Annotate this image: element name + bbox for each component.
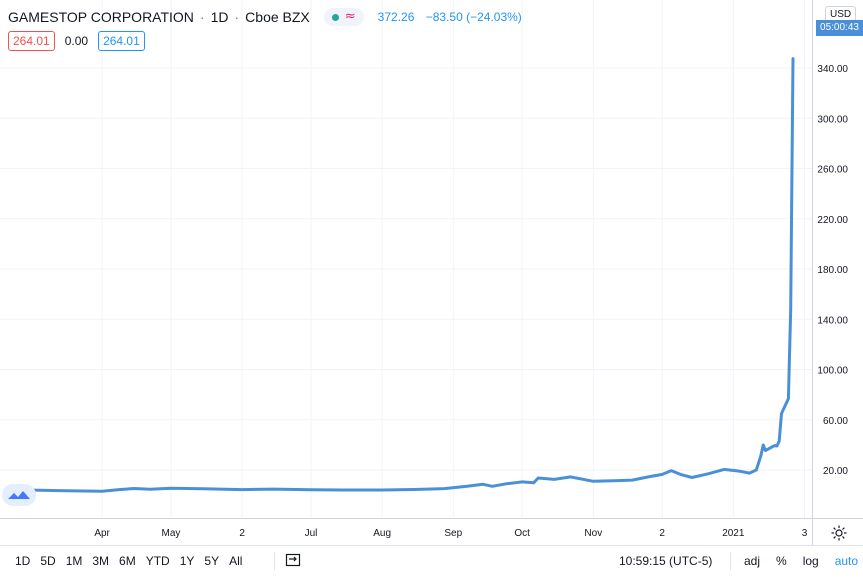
log-toggle[interactable]: log (802, 554, 819, 568)
x-tick-label: 2021 (722, 528, 745, 539)
range-5y[interactable]: 5Y (204, 554, 220, 568)
clock-timezone[interactable]: 10:59:15 (UTC-5) (619, 554, 713, 568)
date-range-selector: 1D 5D 1M 3M 6M YTD 1Y 5Y All (10, 554, 247, 568)
last-price: 372.26 (377, 10, 415, 24)
toolbar-divider (274, 552, 275, 570)
header-separator: · (199, 9, 205, 25)
y-tick-label: 100.00 (817, 366, 848, 377)
range-1d[interactable]: 1D (15, 554, 31, 568)
adj-toggle[interactable]: adj (744, 554, 761, 568)
y-tick-label: 180.00 (817, 265, 848, 276)
range-5d[interactable]: 5D (40, 554, 56, 568)
x-tick-label: Nov (584, 528, 602, 539)
x-tick-label: Apr (94, 528, 110, 539)
symbol-name[interactable]: GAMESTOP CORPORATION (8, 9, 194, 25)
interval-label[interactable]: 1D (210, 9, 229, 25)
x-tick-label: Sep (444, 528, 462, 539)
price-change: −83.50 (−24.03%) (425, 10, 522, 24)
zero-value: 0.00 (64, 34, 89, 48)
percent-toggle[interactable]: % (776, 554, 787, 568)
toolbar-divider (730, 552, 731, 570)
x-tick-label: Aug (373, 528, 391, 539)
header-separator: · (234, 9, 240, 25)
chart-legend-header: GAMESTOP CORPORATION · 1D · Cboe BZX ≈ 3… (8, 7, 522, 27)
price-series-line[interactable] (6, 57, 795, 493)
chart-gridlines (0, 0, 812, 518)
range-all[interactable]: All (229, 554, 243, 568)
indicator-values-row: 264.01 0.00 264.01 (8, 31, 145, 51)
range-6m[interactable]: 6M (119, 554, 136, 568)
y-tick-label: 220.00 (817, 215, 848, 226)
market-status-icon[interactable]: ≈ (323, 8, 364, 26)
price-axis[interactable]: 20.00 60.00 100.00 140.00 180.00 220.00 260.00… (812, 0, 849, 545)
scale-controls: adj % log auto (744, 554, 858, 568)
x-tick-label: Jul (305, 528, 318, 539)
range-1m[interactable]: 1M (65, 554, 83, 568)
range-1y[interactable]: 1Y (179, 554, 195, 568)
x-tick-label: Oct (514, 528, 530, 539)
gear-icon[interactable] (831, 525, 847, 541)
y-tick-label: 340.00 (817, 64, 848, 75)
price-chart[interactable]: 20.0060.00100.00140.00180.00220.00260.00… (0, 0, 863, 545)
open-value-box: 264.01 (8, 31, 55, 51)
y-tick-label: 60.00 (823, 416, 848, 427)
last-price-countdown-label: 05:00:43 (816, 20, 863, 36)
x-tick-label: 2 (659, 528, 665, 539)
range-ytd[interactable]: YTD (145, 554, 170, 568)
chart-series-layer (6, 57, 795, 493)
last-quote: 372.26 −83.50 (−24.03%) (378, 10, 522, 24)
y-tick-label: 260.00 (817, 165, 848, 176)
x-tick-label: May (162, 528, 181, 539)
x-tick-label: 2 (239, 528, 245, 539)
tradingview-logo-icon[interactable] (2, 484, 36, 506)
delayed-data-icon: ≈ (344, 9, 356, 24)
exchange-label: Cboe BZX (245, 9, 310, 25)
y-tick-label: 20.00 (823, 466, 848, 477)
time-axis[interactable]: Apr May 2 Jul Aug Sep Oct Nov 2 2021 3 (0, 518, 863, 540)
y-tick-label: 300.00 (817, 114, 848, 125)
market-open-dot-icon (331, 13, 339, 21)
compare-icon[interactable] (285, 552, 301, 568)
close-value-box: 264.01 (98, 31, 145, 51)
bottom-toolbar: 1D 5D 1M 3M 6M YTD 1Y 5Y All 10:59:15 (U… (0, 545, 863, 578)
x-tick-label: 3 (802, 528, 808, 539)
auto-scale-toggle[interactable]: auto (834, 554, 859, 568)
range-3m[interactable]: 3M (92, 554, 110, 568)
y-tick-label: 140.00 (817, 315, 848, 326)
